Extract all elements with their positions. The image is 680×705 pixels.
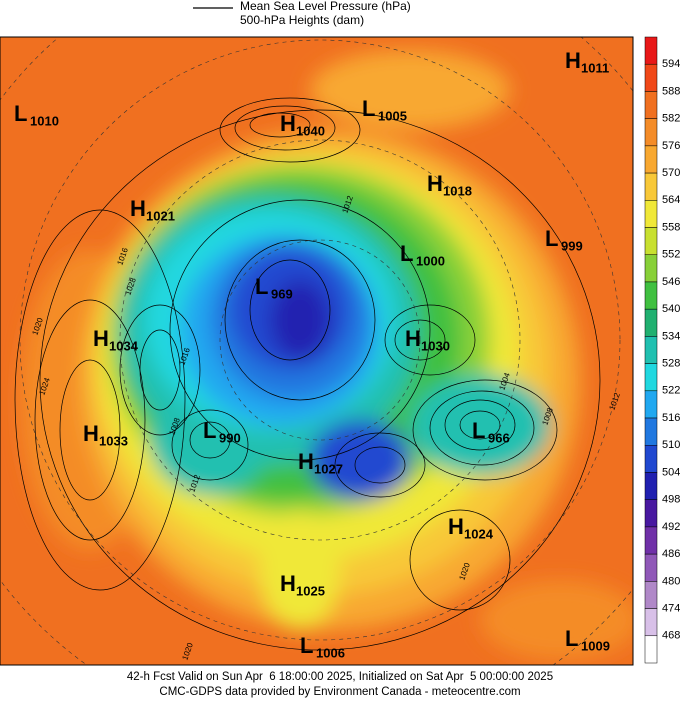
color-box [644, 499, 658, 528]
center-value: 990 [219, 430, 241, 445]
colorbar-label: 540 [662, 303, 680, 315]
center-letter: H [405, 326, 421, 351]
footer-text: CMC-GDPS data provided by Environment Ca… [159, 686, 520, 698]
center-letter: H [448, 514, 464, 539]
center-letter: H [280, 111, 296, 136]
color-box [644, 553, 658, 582]
center-letter: L [203, 418, 216, 443]
center-value: 969 [271, 286, 293, 301]
center-letter: L [362, 96, 375, 121]
colorbar-label: 570 [662, 167, 680, 179]
colorbar-label: 486 [662, 548, 680, 560]
colorbar-label: 534 [662, 330, 680, 342]
color-box [644, 281, 658, 310]
center-value: 999 [561, 238, 583, 253]
colorbar-label: 588 [662, 85, 680, 97]
color-box [644, 172, 658, 201]
legend-label: Mean Sea Level Pressure (hPa) [240, 0, 411, 13]
colorbar-label: 474 [662, 602, 680, 614]
color-box [644, 36, 658, 65]
colorbar-label: 498 [662, 494, 680, 506]
center-value: 1000 [416, 253, 445, 268]
center-letter: L [472, 418, 485, 443]
color-box [644, 581, 658, 609]
color-box [644, 118, 658, 147]
color-box [644, 445, 658, 473]
color-box [644, 472, 658, 500]
colorbar-label: 576 [662, 140, 680, 152]
center-letter: H [83, 421, 99, 446]
colorbar-label: 546 [662, 276, 680, 288]
color-box [644, 390, 658, 419]
colorbar-label: 558 [662, 221, 680, 233]
color-box [644, 91, 658, 119]
color-box [644, 308, 658, 337]
colorbar-label: 492 [662, 521, 680, 533]
colorbar-label: 522 [662, 385, 680, 397]
legend-label: 500-hPa Heights (dam) [240, 13, 364, 27]
color-box [644, 200, 658, 228]
center-value: 1040 [296, 123, 325, 138]
color-box [644, 227, 658, 255]
colorbar-label: 510 [662, 439, 680, 451]
color-box [644, 145, 658, 174]
center-value: 1027 [314, 461, 343, 476]
center-value: 1034 [109, 338, 139, 353]
center-letter: H [565, 48, 581, 73]
center-value: 1006 [316, 645, 345, 660]
footer-text: 42-h Fcst Valid on Sun Apr 6 18:00:00 20… [127, 671, 553, 683]
center-value: 1025 [296, 583, 325, 598]
center-letter: L [255, 274, 268, 299]
center-letter: L [14, 101, 27, 126]
color-box [644, 363, 658, 392]
center-letter: H [93, 326, 109, 351]
colorbar-label: 468 [662, 630, 680, 642]
center-value: 1009 [581, 638, 610, 653]
color-box [644, 635, 658, 664]
color-box [644, 608, 658, 637]
center-letter: H [130, 196, 146, 221]
isobars [14, 97, 601, 651]
center-letter: L [545, 226, 558, 251]
colorbar-label: 504 [662, 466, 680, 478]
center-letter: H [298, 449, 314, 474]
center-value: 1021 [146, 208, 175, 223]
colorbar-label: 516 [662, 412, 680, 424]
center-value: 1033 [99, 433, 128, 448]
colorbar-label: 480 [662, 575, 680, 587]
center-letter: H [280, 571, 296, 596]
color-box [644, 254, 658, 283]
center-letter: L [400, 241, 413, 266]
map-border [0, 36, 634, 666]
color-box [644, 336, 658, 364]
center-letter: H [427, 171, 443, 196]
center-value: 1024 [464, 526, 494, 541]
colorbar-label: 528 [662, 358, 680, 370]
center-letter: L [300, 633, 313, 658]
colorbar-label: 582 [662, 113, 680, 125]
center-value: 1005 [378, 108, 407, 123]
center-value: 1011 [581, 60, 609, 75]
colorbar-label: 564 [662, 194, 680, 206]
colorbar-label: 594 [662, 58, 680, 70]
center-value: 1030 [421, 338, 450, 353]
center-value: 1010 [30, 113, 59, 128]
center-letter: L [565, 626, 578, 651]
center-value: 1018 [443, 183, 472, 198]
center-value: 966 [488, 430, 510, 445]
colorbar-label: 552 [662, 249, 680, 261]
color-box [644, 63, 658, 92]
color-box [644, 417, 658, 446]
color-box [644, 526, 658, 555]
